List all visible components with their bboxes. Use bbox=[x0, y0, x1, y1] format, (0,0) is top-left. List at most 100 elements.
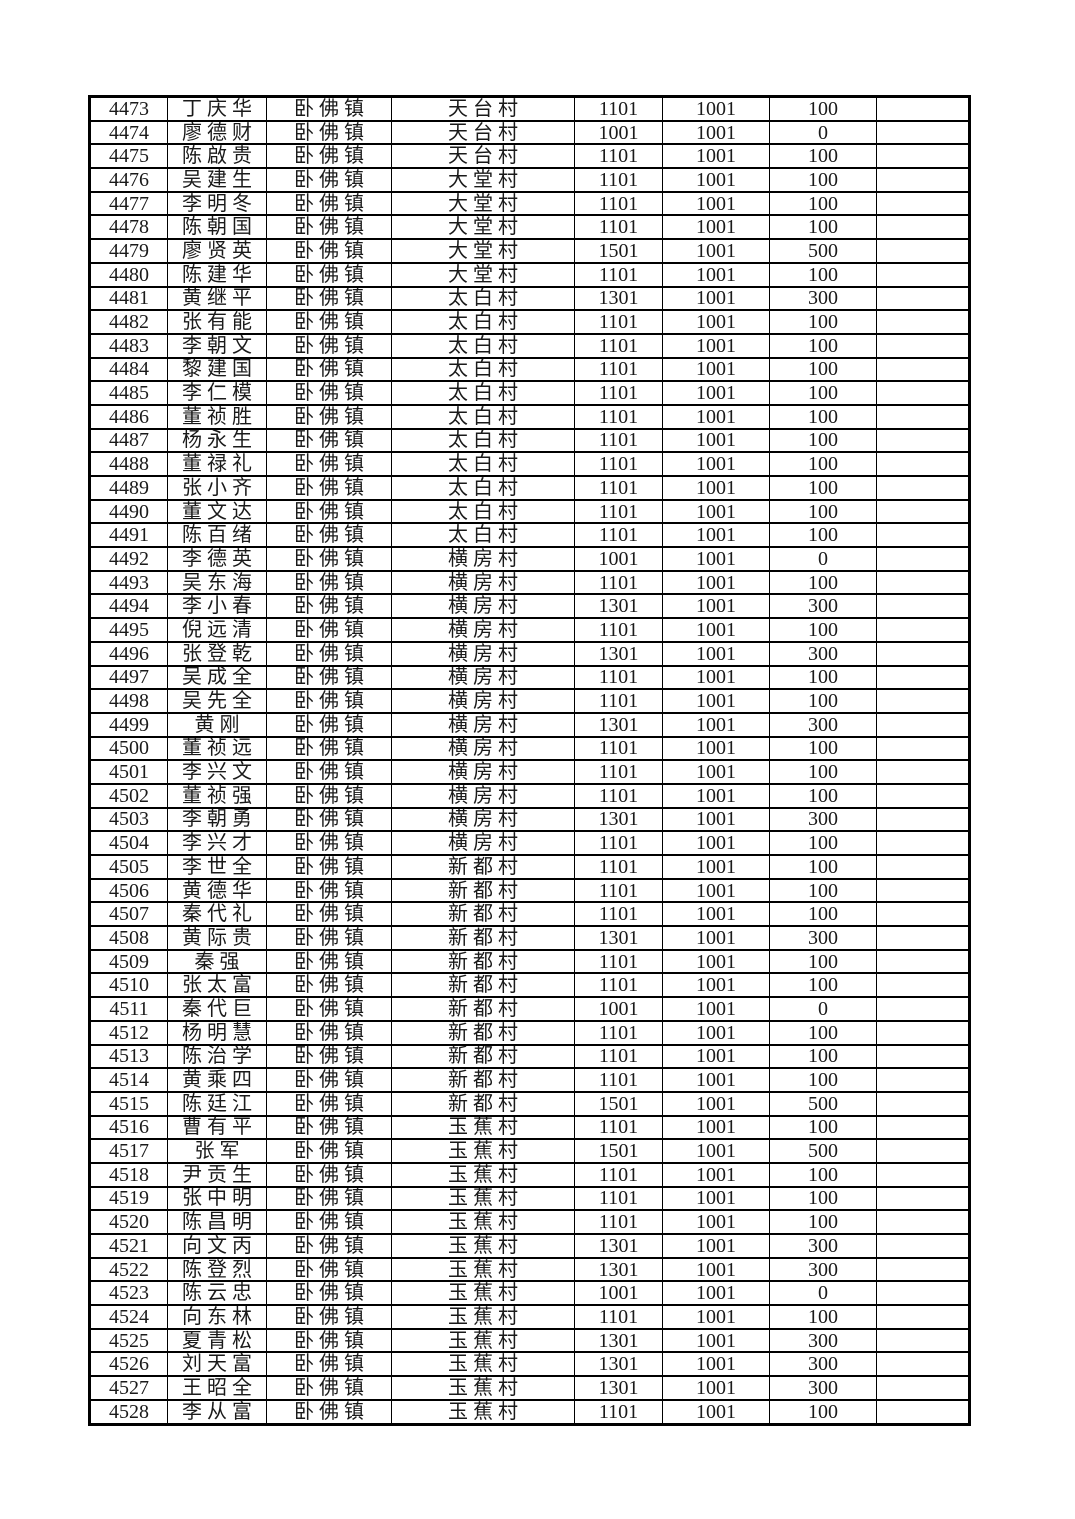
cell-amount: 100 bbox=[769, 830, 877, 856]
cell-village: 横房村 bbox=[391, 782, 575, 809]
cell-code-a: 1101 bbox=[574, 95, 663, 122]
table-row: 4476 吴建生 卧佛镇 大堂村 1101 1001 100 bbox=[89, 167, 970, 193]
table-row: 4481 黄继平 卧佛镇 太白村 1301 1001 300 bbox=[89, 285, 970, 312]
cell-town: 卧佛镇 bbox=[266, 925, 392, 951]
cell-code-b: 1001 bbox=[662, 1233, 770, 1259]
cell-amount: 500 bbox=[769, 238, 877, 264]
cell-village: 太白村 bbox=[391, 403, 575, 430]
cell-village: 太白村 bbox=[391, 522, 575, 549]
cell-town: 卧佛镇 bbox=[266, 664, 392, 691]
cell-person-name: 吴成全 bbox=[167, 664, 267, 691]
cell-blank bbox=[876, 688, 970, 714]
cell-code-a: 1101 bbox=[574, 522, 663, 549]
cell-amount: 100 bbox=[769, 569, 877, 596]
cell-amount: 100 bbox=[769, 735, 877, 762]
cell-amount: 100 bbox=[769, 214, 877, 241]
cell-serial: 4523 bbox=[89, 1280, 168, 1307]
cell-village: 横房村 bbox=[391, 640, 575, 667]
cell-person-name: 张小齐 bbox=[167, 475, 267, 501]
cell-code-b: 1001 bbox=[662, 522, 770, 549]
cell-amount: 100 bbox=[769, 190, 877, 217]
cell-village: 新都村 bbox=[391, 1067, 575, 1093]
cell-serial: 4505 bbox=[89, 854, 168, 880]
cell-code-b: 1001 bbox=[662, 190, 770, 217]
cell-code-a: 1101 bbox=[574, 1067, 663, 1093]
cell-person-name: 张有能 bbox=[167, 309, 267, 335]
table-row: 4525 夏青松 卧佛镇 玉蕉村 1301 1001 300 bbox=[89, 1327, 970, 1354]
cell-code-b: 1001 bbox=[662, 143, 770, 170]
cell-village: 新都村 bbox=[391, 854, 575, 880]
cell-town: 卧佛镇 bbox=[266, 427, 392, 454]
cell-amount: 100 bbox=[769, 972, 877, 999]
cell-person-name: 黄刚 bbox=[167, 711, 267, 738]
cell-village: 玉蕉村 bbox=[391, 1161, 575, 1188]
table-row: 4505 李世全 卧佛镇 新都村 1101 1001 100 bbox=[89, 854, 970, 880]
cell-person-name: 李从富 bbox=[167, 1398, 267, 1426]
table-row: 4499 黄刚 卧佛镇 横房村 1301 1001 300 bbox=[89, 711, 970, 738]
cell-serial: 4503 bbox=[89, 806, 168, 833]
cell-village: 太白村 bbox=[391, 309, 575, 335]
cell-town: 卧佛镇 bbox=[266, 782, 392, 809]
cell-village: 横房村 bbox=[391, 759, 575, 785]
cell-person-name: 李小春 bbox=[167, 593, 267, 620]
cell-town: 卧佛镇 bbox=[266, 119, 392, 146]
cell-code-b: 1001 bbox=[662, 167, 770, 193]
cell-amount: 100 bbox=[769, 380, 877, 406]
cell-person-name: 陈朝国 bbox=[167, 214, 267, 241]
cell-serial: 4500 bbox=[89, 735, 168, 762]
cell-code-a: 1101 bbox=[574, 475, 663, 501]
table-row: 4477 李明冬 卧佛镇 大堂村 1101 1001 100 bbox=[89, 190, 970, 217]
table-row: 4517 张军 卧佛镇 玉蕉村 1501 1001 500 bbox=[89, 1138, 970, 1164]
cell-code-a: 1101 bbox=[574, 901, 663, 928]
cell-code-b: 1001 bbox=[662, 664, 770, 691]
cell-code-a: 1301 bbox=[574, 593, 663, 620]
table-row: 4497 吴成全 卧佛镇 横房村 1101 1001 100 bbox=[89, 664, 970, 691]
cell-code-b: 1001 bbox=[662, 451, 770, 477]
cell-person-name: 陈啟贵 bbox=[167, 143, 267, 170]
cell-code-b: 1001 bbox=[662, 711, 770, 738]
cell-amount: 100 bbox=[769, 782, 877, 809]
cell-person-name: 陈昌明 bbox=[167, 1209, 267, 1235]
cell-serial: 4510 bbox=[89, 972, 168, 999]
cell-amount: 300 bbox=[769, 925, 877, 951]
cell-village: 横房村 bbox=[391, 664, 575, 691]
cell-town: 卧佛镇 bbox=[266, 285, 392, 312]
cell-blank bbox=[876, 451, 970, 477]
cell-blank bbox=[876, 877, 970, 904]
cell-code-a: 1101 bbox=[574, 356, 663, 383]
cell-amount: 100 bbox=[769, 427, 877, 454]
cell-town: 卧佛镇 bbox=[266, 948, 392, 975]
cell-town: 卧佛镇 bbox=[266, 1280, 392, 1307]
cell-serial: 4476 bbox=[89, 167, 168, 193]
cell-person-name: 杨永生 bbox=[167, 427, 267, 454]
cell-serial: 4474 bbox=[89, 119, 168, 146]
cell-person-name: 陈登烈 bbox=[167, 1256, 267, 1283]
cell-town: 卧佛镇 bbox=[266, 522, 392, 549]
cell-code-b: 1001 bbox=[662, 782, 770, 809]
cell-code-a: 1501 bbox=[574, 1090, 663, 1117]
cell-amount: 0 bbox=[769, 1280, 877, 1307]
table-row: 4510 张太富 卧佛镇 新都村 1101 1001 100 bbox=[89, 972, 970, 999]
cell-code-b: 1001 bbox=[662, 972, 770, 999]
cell-amount: 100 bbox=[769, 143, 877, 170]
cell-village: 新都村 bbox=[391, 877, 575, 904]
cell-code-a: 1301 bbox=[574, 1256, 663, 1283]
cell-blank bbox=[876, 1161, 970, 1188]
cell-town: 卧佛镇 bbox=[266, 735, 392, 762]
cell-town: 卧佛镇 bbox=[266, 1233, 392, 1259]
table-row: 4520 陈昌明 卧佛镇 玉蕉村 1101 1001 100 bbox=[89, 1209, 970, 1235]
cell-amount: 500 bbox=[769, 1090, 877, 1117]
cell-person-name: 曹有平 bbox=[167, 1114, 267, 1141]
cell-village: 天台村 bbox=[391, 143, 575, 170]
cell-village: 太白村 bbox=[391, 380, 575, 406]
cell-code-a: 1001 bbox=[574, 1280, 663, 1307]
cell-serial: 4495 bbox=[89, 617, 168, 643]
cell-town: 卧佛镇 bbox=[266, 143, 392, 170]
table-row: 4522 陈登烈 卧佛镇 玉蕉村 1301 1001 300 bbox=[89, 1256, 970, 1283]
cell-blank bbox=[876, 356, 970, 383]
cell-code-b: 1001 bbox=[662, 1185, 770, 1212]
cell-code-b: 1001 bbox=[662, 1304, 770, 1330]
cell-person-name: 秦代巨 bbox=[167, 996, 267, 1022]
table-row: 4511 秦代巨 卧佛镇 新都村 1001 1001 0 bbox=[89, 996, 970, 1022]
